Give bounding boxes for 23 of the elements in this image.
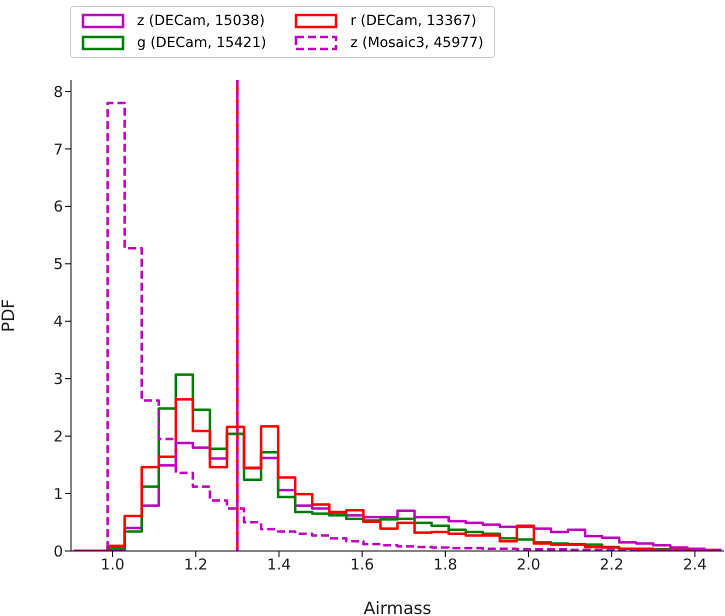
legend-label: r (DECam, 13367) <box>350 13 477 29</box>
y-tick-label: 5 <box>53 255 63 274</box>
x-tick-label: 2.4 <box>682 556 707 574</box>
legend-label: z (DECam, 15038) <box>137 13 265 29</box>
x-tick-label: 1.0 <box>100 556 125 574</box>
legend-label: z (Mosaic3, 45977) <box>350 35 484 51</box>
x-tick-label: 1.8 <box>433 556 458 574</box>
y-tick-label: 1 <box>53 484 63 503</box>
x-tick-label: 1.6 <box>350 556 374 574</box>
x-tick-label: 2.0 <box>516 556 540 574</box>
y-tick-label: 6 <box>53 198 63 216</box>
x-tick-label: 2.2 <box>600 556 624 574</box>
legend-label: g (DECam, 15421) <box>137 35 266 51</box>
y-tick-label: 7 <box>53 140 63 158</box>
y-axis-title: PDF <box>0 298 20 332</box>
x-tick-label: 1.2 <box>184 556 208 574</box>
y-tick-label: 4 <box>53 312 63 331</box>
y-tick-label: 2 <box>53 427 63 446</box>
x-tick-label: 1.4 <box>267 556 291 574</box>
y-tick-label: 8 <box>53 82 63 101</box>
y-tick-label: 3 <box>53 370 63 388</box>
x-axis-title: Airmass <box>364 599 432 616</box>
y-tick-label: 0 <box>53 542 63 560</box>
